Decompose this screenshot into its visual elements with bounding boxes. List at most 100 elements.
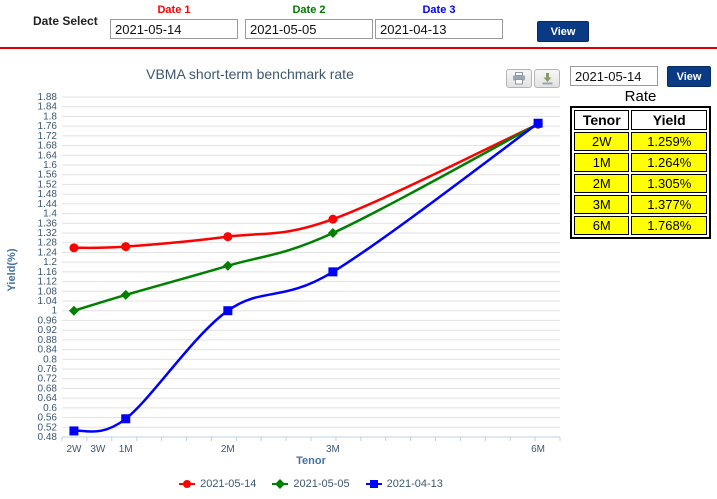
y-tick-label: 0.48 [38, 432, 58, 443]
y-tick-label: 0.56 [38, 413, 58, 424]
y-tick-label: 1.52 [38, 179, 58, 190]
y-tick-label: 1.36 [38, 218, 58, 229]
chart-title: VBMA short-term benchmark rate [146, 66, 354, 82]
y-tick-label: 1.84 [38, 102, 58, 113]
legend-line-marker [179, 480, 196, 488]
rate-view-button[interactable]: View [667, 66, 711, 87]
y-tick-label: 1.12 [38, 277, 58, 288]
data-point-2021-05-05[interactable] [222, 260, 233, 271]
x-tick-label: 6M [531, 444, 545, 455]
y-tick-label: 1.8 [43, 111, 57, 122]
date2-input[interactable] [245, 19, 373, 39]
rate-date-input[interactable] [570, 66, 658, 86]
data-point-2021-04-13[interactable] [69, 426, 79, 436]
download-button[interactable] [534, 69, 560, 88]
tenor-column-header: Tenor [574, 110, 630, 130]
yield-cell: 1.768% [631, 216, 707, 235]
table-row: 1M 1.264% [574, 153, 707, 172]
date-select-bar: Date Select Date 1 Date 2 Date 3 View [0, 0, 717, 47]
y-tick-label: 1.6 [43, 160, 57, 171]
data-point-2021-04-13[interactable] [533, 118, 543, 128]
legend-item-date1[interactable]: 2021-05-14 [179, 478, 256, 490]
legend-item-date2[interactable]: 2021-05-05 [272, 478, 350, 490]
yield-cell: 1.305% [631, 174, 707, 193]
date1-input[interactable] [110, 19, 238, 39]
y-tick-label: 0.76 [38, 364, 58, 375]
legend-line-marker [365, 480, 382, 488]
x-tick-label: 2M [221, 444, 235, 455]
rate-table: Tenor Yield 2W 1.259% 1M 1.264% 2M 1.305… [570, 106, 711, 239]
tenor-cell: 2M [574, 174, 630, 193]
y-tick-label: 0.92 [38, 325, 58, 336]
y-tick-label: 1 [51, 306, 57, 317]
print-button[interactable] [506, 69, 532, 88]
date2-label: Date 2 [292, 4, 326, 16]
tenor-cell: 3M [574, 195, 630, 214]
data-point-2021-05-14[interactable] [328, 214, 338, 224]
y-tick-label: 1.44 [38, 199, 58, 210]
y-tick-label: 0.84 [38, 345, 58, 356]
data-point-2021-05-05[interactable] [68, 305, 79, 316]
y-tick-label: 0.8 [43, 354, 57, 365]
x-tick-label: 3M [326, 444, 340, 455]
data-point-2021-04-13[interactable] [328, 267, 338, 277]
data-point-2021-04-13[interactable] [121, 414, 131, 424]
y-tick-label: 1.24 [38, 247, 58, 258]
date3-group: Date 3 [375, 4, 503, 39]
date1-group: Date 1 [110, 4, 238, 39]
data-point-2021-05-14[interactable] [69, 243, 79, 253]
y-tick-label: 0.68 [38, 383, 58, 394]
y-tick-label: 0.72 [38, 374, 58, 385]
legend-line-marker [272, 479, 289, 489]
y-tick-label: 1.76 [38, 121, 58, 132]
yield-cell: 1.259% [631, 132, 707, 151]
y-tick-label: 1.2 [43, 257, 57, 268]
y-tick-label: 1.32 [38, 228, 58, 239]
y-tick-label: 0.52 [38, 422, 58, 433]
y-tick-label: 1.64 [38, 150, 58, 161]
x-tick-label: 2W [66, 444, 82, 455]
y-tick-label: 1.08 [38, 286, 58, 297]
data-point-2021-04-13[interactable] [223, 306, 233, 316]
date1-label: Date 1 [157, 4, 191, 16]
y-tick-label: 1.28 [38, 238, 58, 249]
yield-column-header: Yield [631, 110, 707, 130]
data-point-2021-05-14[interactable] [121, 242, 131, 252]
tenor-cell: 6M [574, 216, 630, 235]
legend-label: 2021-05-05 [293, 478, 350, 490]
y-tick-label: 1.68 [38, 141, 58, 152]
rate-table-title: Rate [624, 88, 657, 105]
date-select-label: Date Select [33, 14, 98, 28]
x-tick-label: 3W [90, 444, 106, 455]
legend-item-date3[interactable]: 2021-04-13 [365, 478, 443, 490]
y-tick-label: 1.4 [43, 209, 57, 220]
y-tick-label: 1.48 [38, 189, 58, 200]
yield-cell: 1.264% [631, 153, 707, 172]
y-axis-title: Yield(%) [6, 248, 18, 292]
y-tick-label: 0.64 [38, 393, 58, 404]
table-row: 2M 1.305% [574, 174, 707, 193]
date3-input[interactable] [375, 19, 503, 39]
series-line-2021-05-05 [72, 122, 540, 312]
series-line-2021-04-13 [72, 121, 540, 433]
legend-label: 2021-04-13 [386, 478, 443, 490]
view-button[interactable]: View [537, 21, 589, 42]
y-tick-label: 1.72 [38, 131, 58, 142]
yield-cell: 1.377% [631, 195, 707, 214]
tenor-cell: 1M [574, 153, 630, 172]
data-point-2021-05-05[interactable] [120, 289, 131, 300]
table-row: 3M 1.377% [574, 195, 707, 214]
y-tick-label: 1.56 [38, 170, 58, 181]
y-tick-label: 0.6 [43, 403, 57, 414]
y-tick-label: 0.88 [38, 335, 58, 346]
data-point-2021-05-14[interactable] [223, 232, 233, 242]
y-tick-label: 1.88 [38, 92, 58, 103]
chart-legend: 2021-05-14 2021-05-05 2021-04-13 [0, 478, 622, 490]
download-icon [542, 73, 552, 85]
legend-label: 2021-05-14 [200, 478, 257, 490]
rate-table-header-row: Tenor Yield [574, 110, 707, 130]
tenor-cell: 2W [574, 132, 630, 151]
date2-group: Date 2 [245, 4, 373, 39]
data-point-2021-05-05[interactable] [327, 228, 338, 238]
